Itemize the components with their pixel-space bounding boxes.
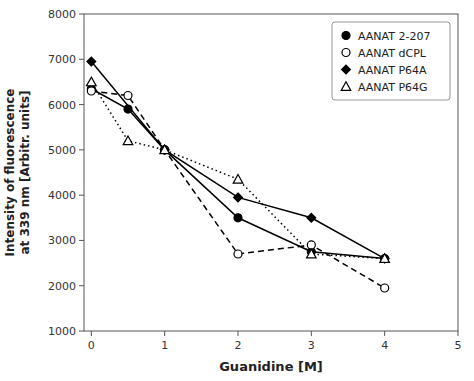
- y-tick-label: 4000: [48, 189, 76, 202]
- x-tick-label: 2: [235, 339, 242, 352]
- chart: 0 1 2 3 4 5 1000 2000 3000 4000 5000 6000 7000 8000 Gu…: [0, 0, 474, 381]
- point: [234, 250, 242, 258]
- plot-frame: [84, 14, 458, 331]
- point: [307, 241, 315, 249]
- legend-marker: [341, 82, 351, 91]
- x-tick: [458, 331, 459, 336]
- x-axis-label: Guanidine [M]: [219, 359, 323, 374]
- series: [87, 87, 388, 292]
- y-tick: [79, 59, 84, 60]
- point: [234, 214, 242, 222]
- point: [87, 77, 97, 86]
- x-tick: [91, 331, 92, 336]
- legend-marker: [342, 49, 350, 57]
- point: [233, 174, 243, 183]
- series: [87, 77, 390, 262]
- legend-label: AANAT 2-207: [358, 30, 430, 43]
- y-tick: [79, 331, 84, 332]
- x-tick-label: 1: [161, 339, 168, 352]
- y-tick-label: 3000: [48, 234, 76, 247]
- legend-marker: [342, 65, 351, 74]
- point: [307, 249, 317, 258]
- y-tick-label: 6000: [48, 99, 76, 112]
- y-tick-label: 7000: [48, 53, 76, 66]
- x-tick: [164, 331, 165, 336]
- point: [160, 145, 169, 154]
- point: [380, 254, 389, 263]
- point: [307, 213, 316, 222]
- point: [123, 136, 133, 145]
- x-tick-label: 0: [88, 339, 95, 352]
- legend-box: [332, 22, 450, 100]
- y-axis-label: Intensity of fluorescenceat 339 nm [Arbi…: [3, 89, 32, 257]
- y-tick-label: 8000: [48, 8, 76, 21]
- series-line: [91, 82, 384, 259]
- point: [87, 87, 95, 95]
- y-tick: [79, 14, 84, 15]
- y-tick-label: 1000: [48, 325, 76, 338]
- x-tick-label: 5: [455, 339, 462, 352]
- x-tick: [311, 331, 312, 336]
- y-tick-label: 5000: [48, 144, 76, 157]
- y-tick: [79, 240, 84, 241]
- point: [381, 255, 389, 263]
- point: [381, 284, 389, 292]
- y-tick: [79, 149, 84, 150]
- series: [87, 57, 389, 263]
- point: [87, 57, 96, 66]
- series-line: [91, 91, 384, 288]
- x-tick-label: 3: [308, 339, 315, 352]
- legend-label: AANAT dCPL: [358, 47, 427, 60]
- point: [160, 145, 170, 154]
- point: [124, 92, 132, 100]
- legend: AANAT 2-207 AANAT dCPL AANAT P64A AANAT P64…: [332, 22, 450, 100]
- x-tick-label: 4: [381, 339, 388, 352]
- y-tick-label: 2000: [48, 280, 76, 293]
- legend-label: AANAT P64A: [358, 64, 427, 77]
- x-tick: [238, 331, 239, 336]
- x-tick: [384, 331, 385, 336]
- point: [380, 254, 390, 263]
- y-tick: [79, 195, 84, 196]
- point: [234, 193, 243, 202]
- y-tick: [79, 104, 84, 105]
- legend-label: AANAT P64G: [358, 81, 428, 94]
- legend-marker: [342, 32, 350, 40]
- axes: 0 1 2 3 4 5 1000 2000 3000 4000 5000 6000 7000 8000: [48, 8, 462, 352]
- y-tick: [79, 285, 84, 286]
